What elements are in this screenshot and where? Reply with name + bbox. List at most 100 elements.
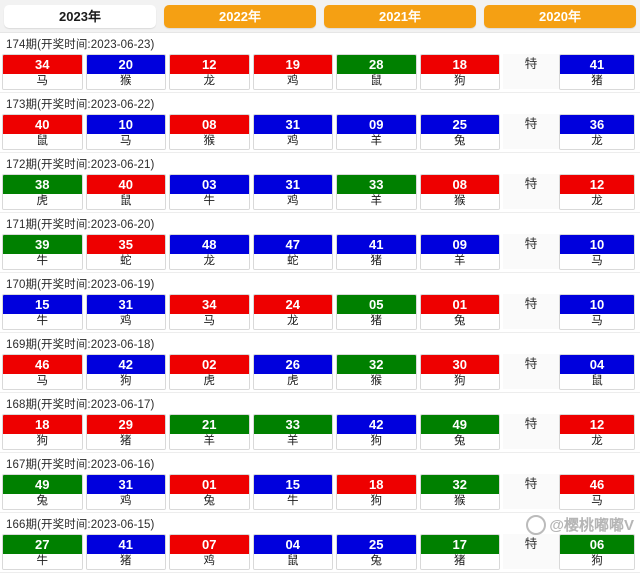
ball-zodiac: 马 [3, 374, 82, 389]
ball-cell: 31 鸡 [85, 294, 166, 330]
ball-zodiac: 鸡 [253, 74, 332, 89]
ball-zodiac: 虎 [170, 374, 249, 389]
year-tab-2021[interactable]: 2021年 [324, 4, 476, 28]
special-ball-cell: 12 龙 [559, 414, 635, 450]
ball-number: 29 [86, 415, 165, 434]
ball-zodiac: 兔 [420, 134, 499, 149]
ball-cell: 38 虎 [2, 174, 83, 210]
ball-zodiac: 兔 [420, 314, 499, 329]
ball-number: 10 [86, 115, 165, 134]
ball-number: 46 [3, 355, 82, 374]
ball-group: 38 虎 40 鼠 03 牛 31 鸡 33 羊 08 猴特 12 龙 [2, 174, 638, 210]
ball-cell: 41 猪 [336, 234, 417, 270]
special-column-label: 特 [503, 534, 559, 569]
special-column-label: 特 [503, 234, 559, 269]
ball-cell: 47 蛇 [252, 234, 333, 270]
ball-zodiac: 兔 [3, 494, 82, 509]
ball-number: 04 [253, 535, 332, 554]
special-ball-cell: 10 马 [559, 234, 635, 270]
ball-number: 07 [170, 535, 249, 554]
ball-group: 40 鼠 10 马 08 猴 31 鸡 09 羊 25 兔特 36 龙 [2, 114, 638, 150]
ball-number: 02 [170, 355, 249, 374]
special-ball-cell: 10 马 [559, 294, 635, 330]
ball-number: 26 [253, 355, 332, 374]
ball-zodiac: 鸡 [170, 554, 249, 569]
ball-zodiac: 龙 [170, 74, 249, 89]
special-ball-zodiac: 马 [560, 314, 634, 329]
ball-cell: 40 鼠 [2, 114, 83, 150]
ball-zodiac: 猪 [86, 434, 165, 449]
special-column-label: 特 [503, 174, 559, 209]
ball-number: 31 [86, 475, 165, 494]
ball-cell: 48 龙 [169, 234, 250, 270]
ball-zodiac: 鸡 [253, 134, 332, 149]
ball-group: 15 牛 31 鸡 34 马 24 龙 05 猪 01 兔特 10 马 [2, 294, 638, 330]
ball-number: 18 [337, 475, 416, 494]
ball-zodiac: 鼠 [86, 194, 165, 209]
ball-zodiac: 牛 [253, 494, 332, 509]
ball-cell: 42 狗 [336, 414, 417, 450]
special-ball-number: 12 [560, 415, 634, 434]
ball-cell: 46 马 [2, 354, 83, 390]
ball-number: 42 [337, 415, 416, 434]
ball-number: 34 [170, 295, 249, 314]
ball-number: 05 [337, 295, 416, 314]
special-column-label: 特 [503, 474, 559, 509]
ball-number: 41 [337, 235, 416, 254]
ball-zodiac: 鼠 [3, 134, 82, 149]
ball-number: 32 [337, 355, 416, 374]
year-tab-2020[interactable]: 2020年 [484, 4, 636, 28]
special-column-label: 特 [503, 414, 559, 449]
table-row: 174期(开奖时间:2023-06-23) 34 马 20 猴 12 龙 19 鸡 28 鼠 18 狗特… [0, 33, 640, 93]
ball-cell: 42 狗 [85, 354, 166, 390]
special-ball-number: 12 [560, 175, 634, 194]
ball-zodiac: 虎 [253, 374, 332, 389]
ball-number: 49 [420, 415, 499, 434]
ball-cell: 29 猪 [85, 414, 166, 450]
ball-number: 40 [86, 175, 165, 194]
ball-number: 15 [253, 475, 332, 494]
ball-group: 18 狗 29 猪 21 羊 33 羊 42 狗 49 兔特 12 龙 [2, 414, 638, 450]
ball-number: 27 [3, 535, 82, 554]
ball-number: 01 [420, 295, 499, 314]
ball-number: 25 [337, 535, 416, 554]
ball-cell: 33 羊 [336, 174, 417, 210]
ball-number: 33 [253, 415, 332, 434]
ball-cell: 15 牛 [2, 294, 83, 330]
ball-number: 48 [170, 235, 249, 254]
special-ball-zodiac: 猪 [560, 74, 634, 89]
ball-cell: 17 猪 [419, 534, 500, 570]
ball-number: 18 [420, 55, 499, 74]
ball-cell: 49 兔 [419, 414, 500, 450]
ball-zodiac: 狗 [3, 434, 82, 449]
ball-group: 27 牛 41 猪 07 鸡 04 鼠 25 兔 17 猪特 06 狗 [2, 534, 638, 570]
ball-cell: 25 兔 [336, 534, 417, 570]
ball-zodiac: 猴 [337, 374, 416, 389]
ball-number: 09 [420, 235, 499, 254]
ball-cell: 15 牛 [252, 474, 333, 510]
ball-number: 18 [3, 415, 82, 434]
table-row: 171期(开奖时间:2023-06-20) 39 牛 35 蛇 48 龙 47 蛇 41 猪 09 羊特… [0, 213, 640, 273]
year-tab-2023[interactable]: 2023年 [4, 4, 156, 28]
table-row: 166期(开奖时间:2023-06-15) 27 牛 41 猪 07 鸡 04 鼠 25 兔 17 猪特… [0, 513, 640, 573]
year-tab-2022[interactable]: 2022年 [164, 4, 316, 28]
ball-zodiac: 狗 [337, 494, 416, 509]
ball-cell: 28 鼠 [336, 54, 417, 90]
ball-zodiac: 猴 [420, 194, 499, 209]
ball-zodiac: 猴 [86, 74, 165, 89]
ball-group: 34 马 20 猴 12 龙 19 鸡 28 鼠 18 狗特 41 猪 [2, 54, 638, 90]
table-row: 167期(开奖时间:2023-06-16) 49 兔 31 鸡 01 兔 15 牛 18 狗 32 猴特… [0, 453, 640, 513]
special-ball-number: 10 [560, 235, 634, 254]
ball-number: 20 [86, 55, 165, 74]
ball-number: 17 [420, 535, 499, 554]
ball-cell: 34 马 [169, 294, 250, 330]
special-ball-number: 10 [560, 295, 634, 314]
draw-results-list: 174期(开奖时间:2023-06-23) 34 马 20 猴 12 龙 19 鸡 28 鼠 18 狗特… [0, 33, 640, 573]
table-row: 173期(开奖时间:2023-06-22) 40 鼠 10 马 08 猴 31 鸡 09 羊 25 兔特… [0, 93, 640, 153]
special-column-label: 特 [503, 294, 559, 329]
ball-zodiac: 牛 [3, 554, 82, 569]
ball-zodiac: 狗 [86, 374, 165, 389]
ball-cell: 18 狗 [2, 414, 83, 450]
ball-number: 47 [253, 235, 332, 254]
ball-zodiac: 羊 [170, 434, 249, 449]
